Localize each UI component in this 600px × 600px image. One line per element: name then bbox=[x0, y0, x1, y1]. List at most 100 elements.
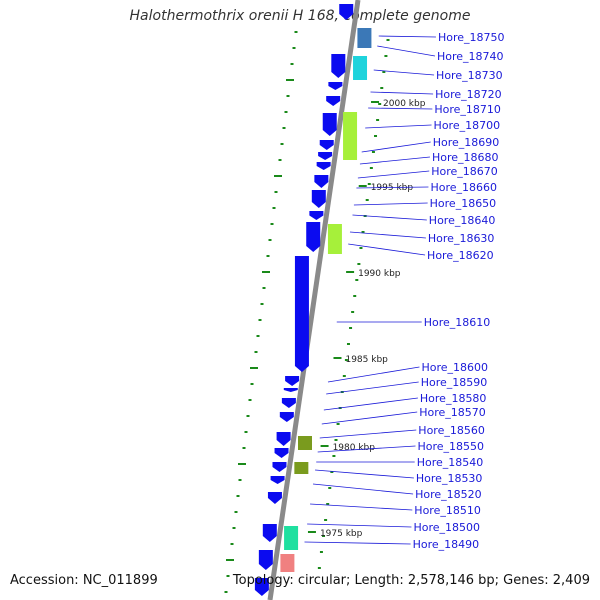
forward-gene bbox=[309, 211, 324, 220]
gene-leader-line bbox=[359, 156, 430, 165]
gene-leader-line bbox=[323, 397, 418, 411]
gene-leader-line bbox=[353, 202, 428, 206]
kbp-label: 2000 kbp bbox=[383, 99, 426, 109]
gene-label[interactable]: Hore_18650 bbox=[430, 197, 497, 210]
forward-gene bbox=[276, 432, 291, 446]
gene-leader-line bbox=[352, 214, 427, 221]
gene-label[interactable]: Hore_18680 bbox=[432, 151, 499, 164]
gene-label[interactable]: Hore_18590 bbox=[421, 376, 488, 389]
gene-label[interactable]: Hore_18750 bbox=[438, 31, 505, 44]
reverse-strand-genes bbox=[280, 28, 372, 572]
gene-label[interactable]: Hore_18520 bbox=[415, 488, 482, 501]
forward-gene bbox=[254, 578, 269, 596]
gene-label[interactable]: Hore_18710 bbox=[434, 103, 501, 116]
gene-leader-line bbox=[368, 107, 433, 110]
gene-label[interactable]: Hore_18540 bbox=[417, 456, 484, 469]
gene-leader-line bbox=[304, 541, 411, 545]
gene-leader-line bbox=[357, 170, 430, 179]
forward-gene bbox=[262, 524, 277, 542]
forward-gene bbox=[306, 222, 321, 252]
gene-leader-line bbox=[321, 411, 418, 425]
gene-label[interactable]: Hore_18600 bbox=[421, 361, 488, 374]
gene-leader-line bbox=[361, 141, 431, 153]
gene-leader-line bbox=[319, 429, 417, 439]
forward-gene bbox=[281, 398, 296, 408]
gene-leader-line bbox=[349, 231, 426, 239]
gene-leader-line bbox=[312, 483, 414, 495]
gene-leader-line bbox=[370, 91, 434, 95]
gene-leader-line bbox=[310, 503, 413, 511]
kbp-label: 1995 kbp bbox=[371, 183, 414, 193]
gene-leader-line bbox=[307, 523, 412, 528]
gene-hore_18750 bbox=[357, 28, 372, 48]
gene-label[interactable]: Hore_18730 bbox=[436, 69, 503, 82]
forward-gene bbox=[314, 175, 329, 188]
gene-label[interactable]: Hore_18720 bbox=[435, 88, 502, 101]
map-title: Halothermothrix orenii H 168, complete g… bbox=[129, 8, 471, 24]
forward-gene bbox=[318, 152, 333, 160]
gene-leader-line bbox=[348, 243, 426, 256]
kbp-label: 1980 kbp bbox=[333, 443, 376, 453]
gene-label[interactable]: Hore_18610 bbox=[424, 316, 491, 329]
forward-gene bbox=[316, 162, 331, 170]
gene-leader-line bbox=[365, 124, 432, 129]
forward-gene bbox=[339, 4, 354, 20]
gene-leader-line bbox=[326, 381, 419, 395]
forward-gene bbox=[285, 376, 300, 386]
gene-leader-line bbox=[378, 35, 436, 38]
forward-gene bbox=[326, 96, 341, 106]
gene-label[interactable]: Hore_18500 bbox=[413, 521, 480, 534]
gene-hore_18630 bbox=[327, 224, 342, 254]
gene-leader-line bbox=[315, 469, 414, 479]
kbp-scale: 2000 kbp 1995 kbp 1990 kbp 1985 kbp 1980 kbp… bbox=[307, 99, 426, 539]
forward-gene bbox=[311, 190, 326, 208]
genome-backbone bbox=[267, 0, 361, 600]
forward-gene bbox=[319, 140, 334, 150]
gene-hore_18490 bbox=[280, 554, 295, 572]
kbp-label: 1990 kbp bbox=[358, 269, 401, 279]
gene-leader-line bbox=[327, 366, 420, 383]
kbp-label: 1975 kbp bbox=[320, 529, 363, 539]
gene-label[interactable]: Hore_18560 bbox=[418, 424, 485, 437]
topology-text: Topology: circular; Length: 2,578,146 bp… bbox=[232, 573, 590, 588]
gene-leader-line bbox=[373, 69, 435, 76]
gene-label[interactable]: Hore_18700 bbox=[434, 119, 501, 132]
gene-hore_18550 bbox=[298, 436, 313, 450]
forward-gene bbox=[267, 492, 282, 504]
outer-tick-marks bbox=[224, 31, 298, 593]
forward-gene bbox=[322, 113, 337, 136]
gene-hore_18700 bbox=[343, 112, 358, 160]
forward-gene bbox=[283, 388, 298, 392]
gene-label[interactable]: Hore_18550 bbox=[418, 440, 485, 453]
gene-hore_18500 bbox=[284, 526, 299, 550]
gene-hore_18730 bbox=[353, 56, 368, 80]
kbp-label: 1985 kbp bbox=[345, 355, 388, 365]
gene-label[interactable]: Hore_18530 bbox=[416, 472, 483, 485]
forward-gene bbox=[294, 256, 309, 372]
gene-label[interactable]: Hore_18570 bbox=[419, 406, 486, 419]
gene-label[interactable]: Hore_18510 bbox=[414, 504, 481, 517]
gene-label[interactable]: Hore_18490 bbox=[413, 538, 480, 551]
accession-text: Accession: NC_011899 bbox=[10, 573, 158, 588]
forward-strand-genes bbox=[254, 4, 354, 596]
gene-label[interactable]: Hore_18630 bbox=[428, 232, 495, 245]
gene-label[interactable]: Hore_18690 bbox=[433, 136, 500, 149]
forward-gene bbox=[258, 550, 273, 570]
forward-gene bbox=[274, 448, 289, 458]
gene-label[interactable]: Hore_18580 bbox=[420, 392, 487, 405]
forward-gene bbox=[279, 412, 294, 422]
gene-label[interactable]: Hore_18620 bbox=[427, 249, 494, 262]
gene-label[interactable]: Hore_18640 bbox=[429, 214, 496, 227]
gene-leader-line bbox=[356, 186, 429, 189]
forward-gene bbox=[331, 54, 346, 78]
gene-label[interactable]: Hore_18660 bbox=[430, 181, 497, 194]
gene-leader-line bbox=[377, 45, 436, 57]
forward-gene bbox=[270, 476, 285, 484]
gene-label[interactable]: Hore_18740 bbox=[437, 50, 504, 63]
gene-label[interactable]: Hore_18670 bbox=[431, 165, 498, 178]
gene-labels: Hore_18750 Hore_18740 Hore_18730 Hore_18720… bbox=[304, 31, 504, 551]
forward-gene bbox=[328, 82, 343, 90]
gene-hore_18540 bbox=[294, 462, 309, 474]
gene-leader-line bbox=[317, 445, 416, 453]
